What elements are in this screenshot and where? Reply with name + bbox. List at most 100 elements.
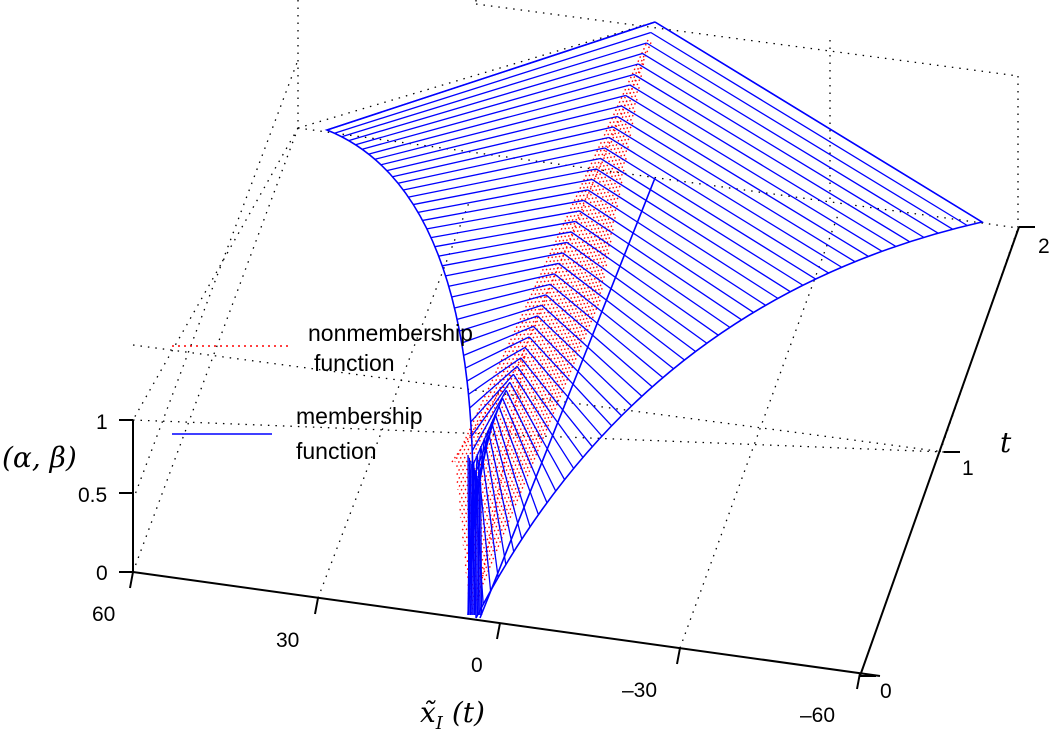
membership-mesh-line <box>483 438 507 565</box>
z-tick-label: 0.5 <box>78 484 107 507</box>
membership-mesh-line <box>470 460 473 616</box>
membership-mesh-line <box>545 294 653 388</box>
nonmembership-mesh-line <box>459 122 634 511</box>
membership-mesh-line <box>465 336 530 369</box>
nonmembership-mesh-line <box>459 134 632 518</box>
membership-edge <box>475 21 985 619</box>
nonmembership-mesh-line <box>465 240 612 581</box>
membership-mesh-line <box>448 262 559 287</box>
membership-mesh-line <box>417 178 593 213</box>
membership-mesh-line <box>524 346 603 437</box>
axes <box>119 226 1035 690</box>
nonmembership-mesh-line <box>462 181 623 546</box>
t-tick-label: 0 <box>880 680 892 703</box>
membership-mesh-line <box>591 178 779 299</box>
nonmembership-mesh-line <box>468 287 603 609</box>
t-axis-line <box>859 226 1020 677</box>
x-tick-label: 0 <box>471 654 483 677</box>
membership-mesh-line <box>608 136 829 274</box>
x-tick-mark <box>314 597 319 615</box>
nonmembership-mesh-line <box>467 276 606 602</box>
membership-mesh-line <box>476 453 492 591</box>
x-tick-label: –30 <box>622 679 657 702</box>
membership-mesh-line <box>442 241 568 267</box>
legend-membership-label: membership <box>296 403 423 429</box>
x-tick-mark <box>676 647 681 665</box>
membership-mesh-line <box>541 304 643 397</box>
x-axis-label: x̃I (t) <box>420 696 485 734</box>
membership-mesh-line <box>566 241 708 344</box>
membership-mesh-line <box>467 454 470 616</box>
x-tick-mark <box>129 571 134 589</box>
membership-mesh-line <box>471 463 474 616</box>
legend-nonmembership-label: nonmembership <box>308 320 473 346</box>
membership-mesh-line <box>646 42 953 230</box>
membership-mesh-line <box>549 283 664 379</box>
legend-nonmembership-label: function <box>314 350 395 376</box>
membership-mesh-line <box>468 457 472 616</box>
membership-mesh-line <box>595 168 791 293</box>
membership-mesh-line <box>386 115 618 172</box>
membership-mesh-line <box>553 273 674 370</box>
membership-mesh-line <box>408 157 601 198</box>
membership-mesh-line <box>334 31 652 134</box>
membership-mesh-line <box>368 84 631 155</box>
nonmembership-mesh-line <box>463 205 619 560</box>
membership-mesh-line <box>574 220 731 328</box>
grid-line <box>132 419 945 453</box>
membership-edge <box>479 177 656 619</box>
membership-mesh-line <box>341 42 647 138</box>
t-axis-label: t <box>1000 426 1012 459</box>
nonmembership-mesh-line <box>457 98 638 498</box>
membership-mesh-line <box>487 430 515 552</box>
grid-line <box>132 344 945 453</box>
membership-mesh-line <box>466 346 526 382</box>
x-tick-label: 30 <box>276 629 299 652</box>
legend-membership-label: function <box>296 438 377 464</box>
membership-mesh-line <box>616 115 856 263</box>
membership-mesh-line <box>528 336 613 427</box>
membership-mesh-line <box>509 382 566 480</box>
membership-mesh-line <box>600 157 804 286</box>
grid-line <box>132 127 299 421</box>
t-tick-label: 1 <box>962 457 974 480</box>
membership-mesh-line <box>454 283 551 309</box>
membership-mesh-line <box>625 94 883 252</box>
membership-mesh-line <box>459 304 542 332</box>
nonmembership-mesh-line <box>466 252 610 588</box>
membership-mesh-line <box>403 147 605 191</box>
membership-mesh-line <box>374 94 626 160</box>
x-tick-mark <box>496 622 501 640</box>
nonmembership-mesh-line <box>469 299 601 616</box>
membership-mesh-line <box>494 414 531 527</box>
nonmembership-edge <box>519 39 653 361</box>
membership-mesh-line <box>392 126 614 178</box>
membership-mesh-line <box>430 210 580 239</box>
membership-mesh-line <box>475 472 479 616</box>
membership-mesh-line <box>413 168 597 206</box>
grid-line <box>132 127 299 573</box>
membership-mesh-line <box>445 252 563 277</box>
nonmembership-mesh-line <box>467 264 608 595</box>
membership-mesh-line <box>642 52 939 234</box>
membership-mesh-line <box>355 63 639 146</box>
membership-mesh-line <box>397 136 610 184</box>
nonmembership-mesh-line <box>454 39 649 463</box>
membership-mesh-line <box>537 315 633 407</box>
membership-mesh-line <box>520 357 593 448</box>
membership-mesh-line <box>477 475 480 616</box>
membership-mesh-line <box>562 252 696 353</box>
membership-mesh-line <box>380 105 622 166</box>
grid-lines <box>132 0 1019 649</box>
membership-mesh-line <box>471 389 507 452</box>
z-axis-label: (α, β) <box>2 441 77 474</box>
legend: nonmembership function membership functi… <box>172 320 473 464</box>
x-tick-mark <box>856 672 861 690</box>
membership-mesh-line <box>516 365 584 458</box>
membership-mesh-line <box>502 398 548 504</box>
membership-mesh-line <box>633 73 911 243</box>
nonmembership-mesh-line <box>464 216 616 567</box>
nonmembership-mesh-line <box>460 146 630 525</box>
